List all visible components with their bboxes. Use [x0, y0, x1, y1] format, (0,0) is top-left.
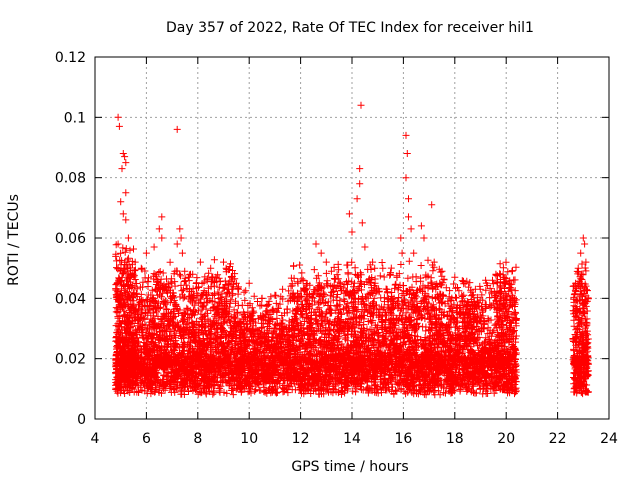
y-tick-label: 0.04 — [55, 291, 86, 307]
y-tick-label: 0.08 — [55, 171, 86, 187]
y-tick-label: 0.1 — [64, 110, 86, 126]
y-tick-label: 0.06 — [55, 231, 86, 247]
y-tick-label: 0 — [77, 412, 86, 428]
x-tick-label: 14 — [343, 431, 361, 447]
x-tick-label: 8 — [193, 431, 202, 447]
roti-markers — [112, 101, 592, 399]
x-tick-label: 20 — [497, 431, 515, 447]
x-axis-label: GPS time / hours — [291, 459, 408, 475]
x-tick-label: 10 — [240, 431, 258, 447]
data-points — [112, 101, 592, 399]
x-tick-label: 16 — [394, 431, 412, 447]
chart-title: Day 357 of 2022, Rate Of TEC Index for r… — [166, 20, 534, 36]
y-axis-label: ROTI / TECUs — [6, 194, 22, 286]
x-tick-label: 22 — [549, 431, 567, 447]
x-tick-label: 4 — [91, 431, 100, 447]
x-tick-label: 12 — [292, 431, 310, 447]
axis-ticks: 4 6 8 10 12 14 16 18 20 22 24 0 0.02 0.04 0.06 0.08 0.1 0… — [55, 50, 618, 447]
x-tick-label: 18 — [446, 431, 464, 447]
y-tick-label: 0.02 — [55, 352, 86, 368]
y-tick-label: 0.12 — [55, 50, 86, 66]
x-tick-label: 24 — [600, 431, 618, 447]
x-tick-label: 6 — [142, 431, 151, 447]
